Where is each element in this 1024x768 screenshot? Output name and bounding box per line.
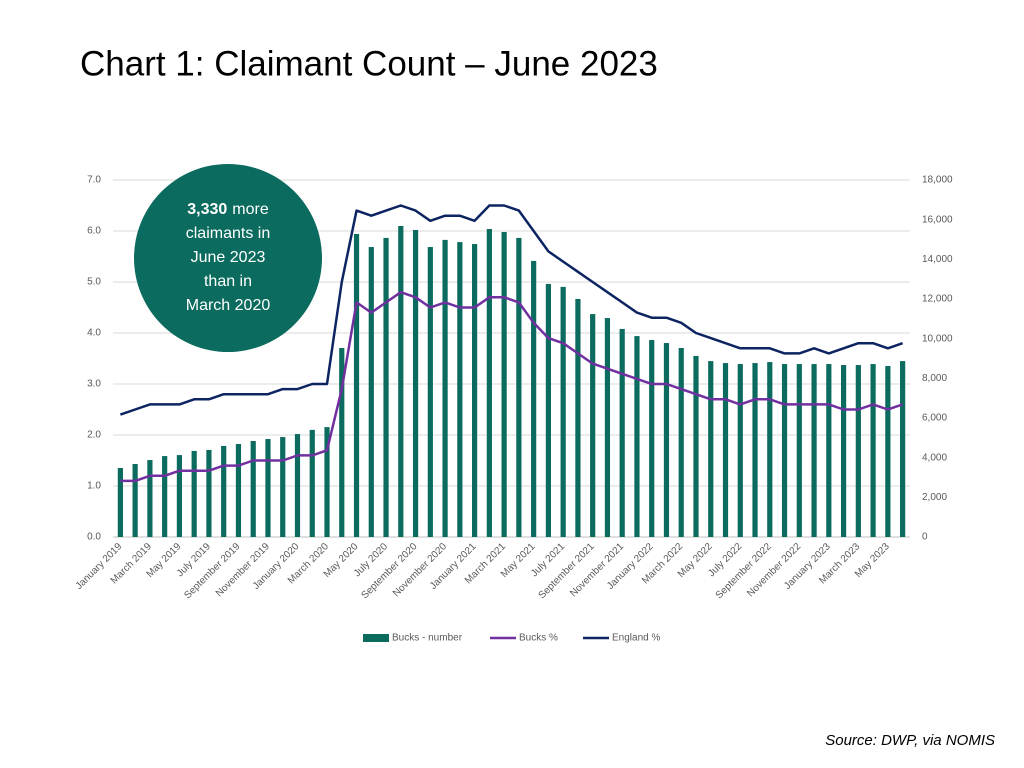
- bar: [531, 260, 537, 537]
- bar: [132, 464, 138, 537]
- bar: [339, 347, 345, 537]
- bar: [265, 439, 271, 537]
- y-tick-label: 2.0: [87, 430, 101, 441]
- annotation-text: 3,330 more: [187, 201, 269, 218]
- bar: [663, 343, 670, 537]
- bar: [619, 328, 625, 537]
- legend-label: Bucks - number: [392, 633, 463, 644]
- bar: [840, 365, 847, 537]
- bar: [176, 455, 183, 537]
- bar: [383, 237, 389, 537]
- y-tick-label: 5.0: [87, 277, 101, 288]
- y2-tick-label: 2,000: [922, 492, 947, 503]
- source-note: Source: DWP, via NOMIS: [825, 732, 995, 749]
- y-tick-label: 0.0: [87, 532, 101, 543]
- bar: [752, 363, 758, 537]
- bar: [604, 318, 611, 537]
- y2-tick-label: 12,000: [922, 294, 953, 305]
- bar: [501, 231, 507, 538]
- y-tick-label: 4.0: [87, 328, 101, 339]
- bar: [634, 336, 640, 537]
- bar: [826, 364, 832, 537]
- y2-tick-label: 10,000: [922, 333, 953, 344]
- bar: [427, 247, 433, 537]
- annotation-line: than in: [204, 273, 252, 290]
- bar: [206, 449, 212, 537]
- bar: [162, 456, 168, 537]
- y-tick-label: 1.0: [87, 481, 101, 492]
- y2-tick-label: 6,000: [922, 413, 947, 424]
- y2-tick-label: 4,000: [922, 452, 947, 463]
- bar: [368, 247, 374, 537]
- chart-title: Chart 1: Claimant Count – June 2023: [80, 44, 658, 83]
- bar: [708, 361, 714, 537]
- bar: [737, 364, 743, 537]
- bar: [575, 299, 581, 537]
- bar: [678, 347, 684, 537]
- bar: [280, 437, 286, 537]
- annotation-line: June 2023: [191, 249, 266, 266]
- bar: [516, 237, 522, 537]
- bar: [590, 314, 596, 537]
- bar: [235, 443, 242, 537]
- annotation-line: claimants in: [186, 225, 270, 242]
- legend-label: England %: [612, 633, 660, 644]
- bar: [767, 362, 773, 537]
- bar: [649, 340, 655, 537]
- bar: [486, 228, 492, 537]
- bar: [545, 283, 551, 537]
- bar: [353, 233, 360, 538]
- bar: [117, 467, 123, 537]
- bar: [191, 450, 197, 537]
- y-tick-label: 3.0: [87, 379, 101, 390]
- bar: [398, 226, 404, 537]
- bar: [870, 364, 876, 537]
- bar: [885, 366, 891, 537]
- bar: [796, 364, 802, 537]
- y2-tick-label: 14,000: [922, 254, 953, 265]
- bar: [722, 363, 729, 537]
- bar: [147, 460, 153, 537]
- y2-tick-label: 0: [922, 532, 928, 543]
- bar: [250, 441, 256, 537]
- bar: [900, 361, 906, 537]
- annotation-highlight: 3,330: [187, 201, 227, 218]
- bar: [472, 244, 478, 538]
- legend-swatch: [363, 634, 389, 642]
- annotation-circle: [134, 164, 322, 352]
- annotation-line: March 2020: [186, 297, 271, 314]
- y2-tick-label: 8,000: [922, 373, 947, 384]
- annotation-line: more: [232, 201, 269, 218]
- y-tick-label: 7.0: [87, 175, 101, 186]
- bar: [457, 242, 463, 537]
- bar: [693, 355, 699, 537]
- y2-tick-label: 18,000: [922, 175, 953, 186]
- bar: [221, 445, 227, 537]
- bar: [560, 286, 566, 537]
- bar: [324, 427, 330, 537]
- bar: [781, 364, 788, 537]
- bar: [855, 365, 861, 537]
- bar: [309, 429, 315, 537]
- line-series: [119, 204, 904, 416]
- line-series: [120, 290, 904, 483]
- bar: [412, 229, 419, 538]
- bar: [811, 364, 817, 537]
- y-tick-label: 6.0: [87, 226, 101, 237]
- y2-tick-label: 16,000: [922, 214, 953, 225]
- bar: [442, 239, 448, 537]
- legend-label: Bucks %: [519, 633, 558, 644]
- bar: [294, 434, 301, 537]
